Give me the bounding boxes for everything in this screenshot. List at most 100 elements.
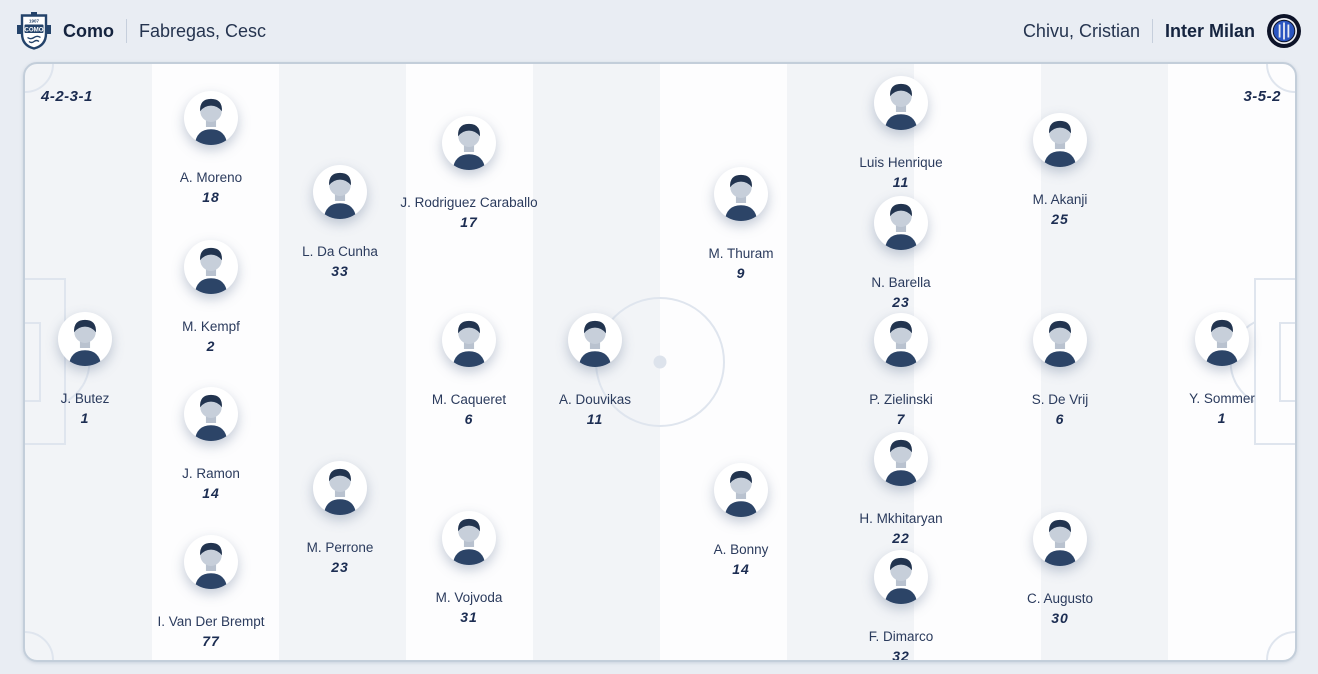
header-divider	[126, 19, 127, 43]
player-name: M. Kempf	[182, 319, 240, 334]
player-name: N. Barella	[871, 275, 931, 290]
person-icon	[884, 203, 918, 250]
player-name: A. Douvikas	[558, 392, 632, 407]
svg-text:COMO: COMO	[24, 26, 43, 33]
person-icon	[194, 542, 228, 589]
home-team-block[interactable]: 1907 COMO Como Fabregas, Cesc	[17, 12, 266, 50]
player-number: 33	[331, 263, 349, 279]
player-name: A. Bonny	[713, 542, 769, 557]
player-avatar	[874, 313, 928, 367]
player-avatar	[874, 196, 928, 250]
header-divider	[1151, 19, 1153, 43]
player-name: F. Dimarco	[868, 629, 934, 644]
person-icon	[194, 247, 228, 294]
player-number: 11	[586, 411, 604, 427]
player-name: C. Augusto	[1026, 591, 1094, 606]
player-number: 6	[464, 411, 474, 427]
person-icon	[1043, 519, 1077, 566]
player-name: Y. Sommer	[1189, 391, 1255, 406]
person-icon	[1043, 120, 1077, 167]
player-number: 6	[1055, 411, 1065, 427]
player-avatar	[874, 432, 928, 486]
away-team-name: Inter Milan	[1164, 20, 1255, 41]
player-avatar	[714, 167, 768, 221]
player-name: A. Moreno	[179, 170, 243, 185]
person-icon	[1043, 320, 1077, 367]
player-number: 22	[892, 530, 910, 546]
person-icon	[323, 468, 357, 515]
formation-away-label: 3-5-2	[1243, 88, 1281, 105]
person-icon	[1205, 319, 1239, 366]
player-avatar	[184, 535, 238, 589]
player-number: 11	[892, 174, 910, 190]
person-icon	[884, 320, 918, 367]
player-avatar	[874, 550, 928, 604]
como-crest-icon: 1907 COMO	[17, 12, 51, 50]
person-icon	[578, 320, 612, 367]
player-avatar	[58, 312, 112, 366]
centre-spot	[653, 355, 667, 369]
player-avatar	[313, 165, 367, 219]
player-name: Luis Henrique	[859, 155, 943, 170]
player-number: 18	[202, 189, 220, 205]
player-avatar	[442, 511, 496, 565]
player-name: P. Zielinski	[869, 392, 933, 407]
person-icon	[452, 518, 486, 565]
player-number: 32	[892, 648, 910, 662]
player-number: 31	[460, 609, 478, 625]
player-avatar	[568, 313, 622, 367]
player-number: 7	[896, 411, 906, 427]
person-icon	[724, 174, 758, 221]
player-number: 77	[202, 633, 220, 649]
player-avatar	[1195, 312, 1249, 366]
player-number: 25	[1051, 211, 1069, 227]
player-number: 14	[732, 561, 750, 577]
formation-home-label: 4-2-3-1	[41, 88, 93, 105]
player-name: H. Mkhitaryan	[859, 511, 943, 526]
player-name: M. Perrone	[306, 540, 374, 555]
person-icon	[452, 123, 486, 170]
player-name: I. Van Der Brempt	[157, 614, 265, 629]
player-number: 1	[1217, 410, 1227, 426]
player-number: 23	[331, 559, 349, 575]
pitch: 4-2-3-1 3-5-2 J. Butez 1 A. Moreno 18 M. Kem…	[23, 62, 1297, 662]
player-avatar	[1033, 313, 1087, 367]
person-icon	[452, 320, 486, 367]
person-icon	[724, 470, 758, 517]
player-number: 23	[892, 294, 910, 310]
player-name: L. Da Cunha	[302, 244, 378, 259]
player-avatar	[1033, 512, 1087, 566]
player-name: M. Vojvoda	[435, 590, 503, 605]
inter-crest-icon	[1267, 14, 1301, 48]
player-name: J. Ramon	[182, 466, 240, 481]
player-avatar	[714, 463, 768, 517]
player-number: 9	[736, 265, 746, 281]
player-number: 30	[1051, 610, 1069, 626]
player-avatar	[874, 76, 928, 130]
player-avatar	[184, 387, 238, 441]
player-name: J. Butez	[60, 391, 110, 406]
away-team-block[interactable]: Chivu, Cristian Inter Milan	[1023, 14, 1301, 48]
person-icon	[68, 319, 102, 366]
player-name: J. Rodriguez Caraballo	[400, 195, 538, 210]
player-avatar	[184, 240, 238, 294]
player-number: 14	[202, 485, 220, 501]
player-name: M. Thuram	[708, 246, 774, 261]
player-name: M. Caqueret	[431, 392, 507, 407]
player-avatar	[442, 116, 496, 170]
player-avatar	[313, 461, 367, 515]
person-icon	[884, 83, 918, 130]
home-team-name: Como	[63, 20, 114, 41]
player-number: 1	[80, 410, 90, 426]
player-avatar	[442, 313, 496, 367]
person-icon	[194, 394, 228, 441]
player-avatar	[1033, 113, 1087, 167]
player-number: 17	[460, 214, 478, 230]
person-icon	[323, 172, 357, 219]
away-coach-name: Chivu, Cristian	[1022, 20, 1140, 41]
person-icon	[884, 557, 918, 604]
player-number: 2	[206, 338, 216, 354]
person-icon	[884, 439, 918, 486]
home-coach-name: Fabregas, Cesc	[139, 20, 267, 41]
player-avatar	[184, 91, 238, 145]
